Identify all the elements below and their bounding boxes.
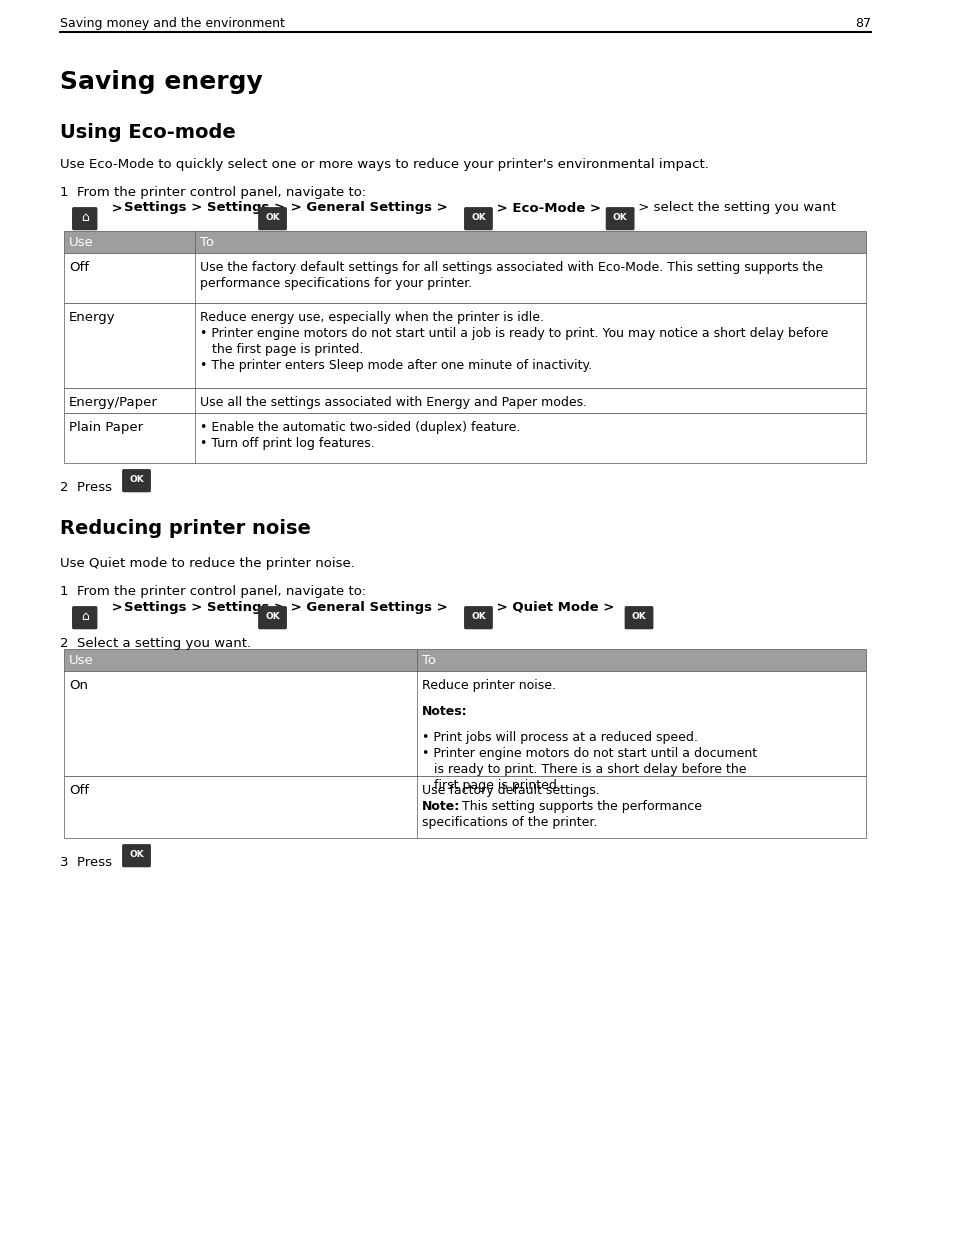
Text: Reducing printer noise: Reducing printer noise [59, 519, 310, 538]
Bar [64, 388, 865, 412]
Text: 2  Press: 2 Press [59, 480, 112, 494]
FancyBboxPatch shape [72, 606, 96, 629]
Text: OK: OK [265, 214, 279, 222]
Text: is ready to print. There is a short delay before the: is ready to print. There is a short dela… [421, 763, 745, 776]
FancyBboxPatch shape [258, 207, 286, 230]
FancyBboxPatch shape [258, 606, 286, 629]
Text: OK: OK [129, 851, 144, 860]
Text: OK: OK [265, 613, 279, 621]
Bar [64, 671, 865, 776]
Text: This setting supports the performance: This setting supports the performance [457, 800, 701, 813]
Text: Energy/Paper: Energy/Paper [69, 396, 157, 409]
Text: Use: Use [69, 236, 93, 248]
Text: Off: Off [69, 784, 89, 797]
Text: > select the setting you want: > select the setting you want [633, 201, 835, 215]
Text: Use Quiet mode to reduce the printer noise.: Use Quiet mode to reduce the printer noi… [59, 557, 354, 571]
Text: Settings > Settings >: Settings > Settings > [124, 201, 289, 215]
Text: > General Settings >: > General Settings > [286, 201, 452, 215]
Text: • Turn off print log features.: • Turn off print log features. [199, 437, 374, 450]
Text: Notes:: Notes: [421, 705, 467, 718]
Text: To: To [199, 236, 213, 248]
Text: Plain Paper: Plain Paper [69, 421, 143, 433]
Bar [64, 776, 865, 839]
Text: ⌂: ⌂ [81, 211, 89, 225]
Text: >: > [107, 600, 127, 614]
Text: ⌂: ⌂ [81, 610, 89, 624]
Text: Use the factory default settings for all settings associated with Eco-Mode. This: Use the factory default settings for all… [199, 261, 821, 274]
Text: Use Eco-Mode to quickly select one or more ways to reduce your printer's environ: Use Eco-Mode to quickly select one or mo… [59, 158, 708, 170]
FancyBboxPatch shape [624, 606, 652, 629]
Text: performance specifications for your printer.: performance specifications for your prin… [199, 277, 472, 290]
Text: > General Settings >: > General Settings > [286, 600, 452, 614]
Text: Note:: Note: [421, 800, 459, 813]
Text: Use: Use [69, 653, 93, 667]
Bar [64, 303, 865, 388]
Text: Saving energy: Saving energy [59, 70, 262, 94]
Text: the first page is printed.: the first page is printed. [199, 343, 363, 356]
FancyBboxPatch shape [72, 207, 96, 230]
Text: Saving money and the environment: Saving money and the environment [59, 17, 284, 30]
Text: • Print jobs will process at a reduced speed.: • Print jobs will process at a reduced s… [421, 731, 697, 743]
Text: OK: OK [471, 214, 485, 222]
Text: Energy: Energy [69, 311, 115, 324]
Text: OK: OK [471, 613, 485, 621]
FancyBboxPatch shape [123, 469, 150, 492]
Text: 1  From the printer control panel, navigate to:: 1 From the printer control panel, naviga… [59, 186, 365, 199]
Text: To: To [421, 653, 436, 667]
FancyBboxPatch shape [606, 207, 633, 230]
Text: • The printer enters Sleep mode after one minute of inactivity.: • The printer enters Sleep mode after on… [199, 359, 591, 372]
Text: Reduce energy use, especially when the printer is idle.: Reduce energy use, especially when the p… [199, 311, 543, 324]
Text: 87: 87 [854, 17, 870, 30]
Text: Off: Off [69, 261, 89, 274]
Text: OK: OK [631, 613, 646, 621]
Text: Using Eco-mode: Using Eco-mode [59, 124, 235, 142]
Text: Reduce printer noise.: Reduce printer noise. [421, 679, 556, 692]
Text: • Printer engine motors do not start until a document: • Printer engine motors do not start unt… [421, 747, 756, 760]
Text: Use all the settings associated with Energy and Paper modes.: Use all the settings associated with Ene… [199, 396, 586, 409]
Text: .: . [144, 480, 149, 494]
Text: 1  From the printer control panel, navigate to:: 1 From the printer control panel, naviga… [59, 585, 365, 598]
Text: 3  Press: 3 Press [59, 856, 112, 869]
FancyBboxPatch shape [123, 845, 150, 867]
Text: >: > [107, 201, 127, 215]
FancyBboxPatch shape [464, 606, 492, 629]
Text: OK: OK [129, 475, 144, 484]
Text: > Eco-Mode >: > Eco-Mode > [492, 201, 605, 215]
Text: Use factory default settings.: Use factory default settings. [421, 784, 598, 797]
Text: specifications of the printer.: specifications of the printer. [421, 816, 597, 829]
Bar [64, 253, 865, 303]
Text: • Enable the automatic two-sided (duplex) feature.: • Enable the automatic two-sided (duplex… [199, 421, 519, 433]
Text: first page is printed.: first page is printed. [421, 779, 560, 792]
Bar [64, 231, 865, 253]
Text: > Quiet Mode >: > Quiet Mode > [492, 600, 618, 614]
Text: On: On [69, 679, 88, 692]
Text: OK: OK [612, 214, 627, 222]
Bar [64, 412, 865, 463]
Text: Settings > Settings >: Settings > Settings > [124, 600, 289, 614]
FancyBboxPatch shape [464, 207, 492, 230]
Bar [64, 650, 865, 671]
Text: .: . [144, 856, 149, 869]
Text: • Printer engine motors do not start until a job is ready to print. You may noti: • Printer engine motors do not start unt… [199, 327, 827, 340]
Text: 2  Select a setting you want.: 2 Select a setting you want. [59, 637, 251, 650]
